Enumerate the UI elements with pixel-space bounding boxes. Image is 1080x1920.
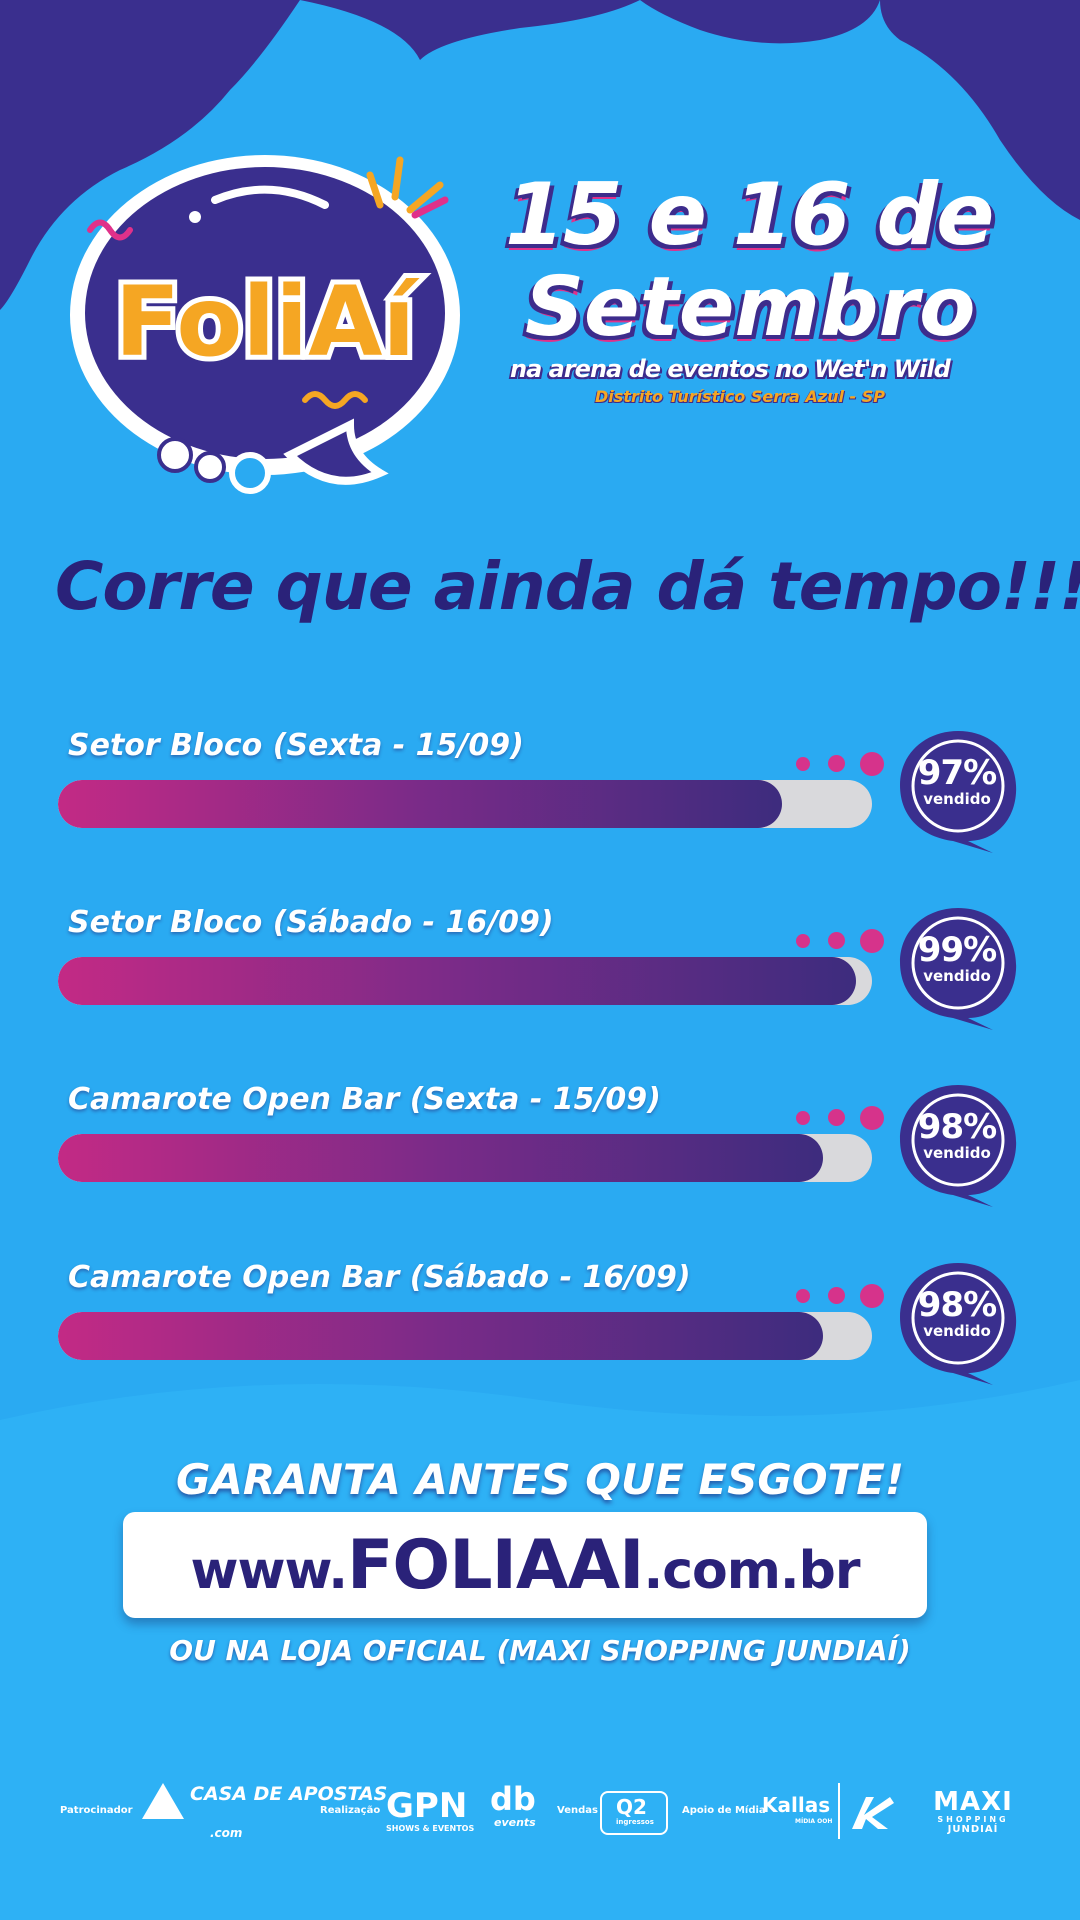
sold-percent: 98%: [917, 1107, 997, 1147]
decorative-dots: [796, 1280, 886, 1308]
sold-percent: 99%: [917, 930, 997, 970]
store-info: OU NA LOJA OFICIAL (MAXI SHOPPING JUNDIA…: [169, 1634, 911, 1667]
event-date-block: 15 e 16 de Setembro na arena de eventos …: [505, 165, 1025, 425]
media-name: Kallas: [762, 1793, 831, 1817]
progress-track: [58, 957, 872, 1005]
q2-logo: Q2 ingressos: [600, 1791, 668, 1835]
sector-label: Camarote Open Bar (Sexta - 15/09): [68, 1082, 661, 1117]
media-sub: MÍDIA OOH: [795, 1818, 833, 1825]
producer2-sub: events: [494, 1816, 536, 1829]
sector-label: Setor Bloco (Sábado - 16/09): [68, 905, 554, 940]
event-date-month: Setembro: [525, 260, 976, 355]
progress-fill: [58, 957, 856, 1005]
headline: Corre que ainda dá tempo!!!: [55, 548, 1080, 625]
mall-sub2: JUNDIAÍ: [947, 1824, 999, 1835]
sector-row: Camarote Open Bar (Sábado - 16/09) 98% v…: [58, 1260, 1038, 1390]
triangle-icon: [142, 1783, 184, 1819]
sold-badge: 98% vendido: [898, 1077, 1028, 1207]
progress-fill: [58, 1134, 824, 1182]
producer2-name: db: [490, 1780, 536, 1818]
sales-name: Q2: [616, 1795, 647, 1819]
sector-row: Camarote Open Bar (Sexta - 15/09) 98% ve…: [58, 1082, 1038, 1212]
production-label: Realização: [320, 1805, 381, 1816]
progress-track: [58, 780, 872, 828]
sold-percent: 97%: [917, 753, 997, 793]
k-icon: [852, 1797, 894, 1829]
progress-track: [58, 1312, 872, 1360]
progress-fill: [58, 1312, 824, 1360]
sector-label: Camarote Open Bar (Sábado - 16/09): [68, 1260, 691, 1295]
producer1-sub: SHOWS & EVENTOS: [386, 1824, 475, 1833]
event-location: Distrito Turístico Serra Azul - SP: [595, 387, 885, 406]
sponsor-domain: .com: [210, 1826, 243, 1840]
sector-row: Setor Bloco (Sábado - 16/09) 99% vendido: [58, 905, 1038, 1035]
mall-name: MAXI: [933, 1787, 1013, 1817]
casa-de-apostas-logo: CASA DE APOSTAS .com: [140, 1777, 387, 1843]
sector-row: Setor Bloco (Sexta - 15/09) 97% vendido: [58, 728, 1038, 858]
sponsor-name: CASA DE APOSTAS: [190, 1783, 388, 1805]
sponsor-footer: Patrocinador CASA DE APOSTAS .com Realiz…: [0, 1775, 1080, 1845]
sold-status: vendido: [923, 790, 991, 808]
sold-badge: 99% vendido: [898, 900, 1028, 1030]
sold-badge: 97% vendido: [898, 723, 1028, 853]
sold-status: vendido: [923, 1144, 991, 1162]
decorative-dots: [796, 748, 886, 776]
decorative-dots: [796, 1102, 886, 1130]
sold-status: vendido: [923, 1322, 991, 1340]
mall-sub1: SHOPPING: [937, 1815, 1009, 1824]
producer1-name: GPN: [386, 1786, 468, 1826]
media-label: Apoio de Mídia: [682, 1805, 766, 1816]
logo-text: FoliAí: [115, 266, 421, 378]
sold-badge: 98% vendido: [898, 1255, 1028, 1385]
progress-track: [58, 1134, 872, 1182]
progress-fill: [58, 780, 783, 828]
sector-label: Setor Bloco (Sexta - 15/09): [68, 728, 524, 763]
sold-percent: 98%: [917, 1285, 997, 1325]
url-suffix: .com.br: [643, 1541, 860, 1601]
website-link[interactable]: www.FOLIAAI.com.br: [123, 1512, 927, 1618]
cta-title: GARANTA ANTES QUE ESGOTE!: [175, 1455, 905, 1504]
sold-status: vendido: [923, 967, 991, 985]
sponsor-label: Patrocinador: [60, 1805, 133, 1816]
event-venue: na arena de eventos no Wet'n Wild: [510, 355, 951, 383]
url-prefix: www.: [190, 1541, 348, 1601]
url-main: FOLIAAI: [346, 1526, 644, 1605]
sales-sub: ingressos: [616, 1818, 654, 1826]
divider: [838, 1783, 840, 1839]
decorative-dots: [796, 925, 886, 953]
event-date-days: 15 e 16 de: [505, 165, 994, 265]
foliai-logo: FoliAí: [50, 155, 480, 495]
sales-label: Vendas: [557, 1805, 598, 1816]
maxi-shopping-logo: MAXI SHOPPING JUNDIAÍ: [918, 1789, 1028, 1839]
